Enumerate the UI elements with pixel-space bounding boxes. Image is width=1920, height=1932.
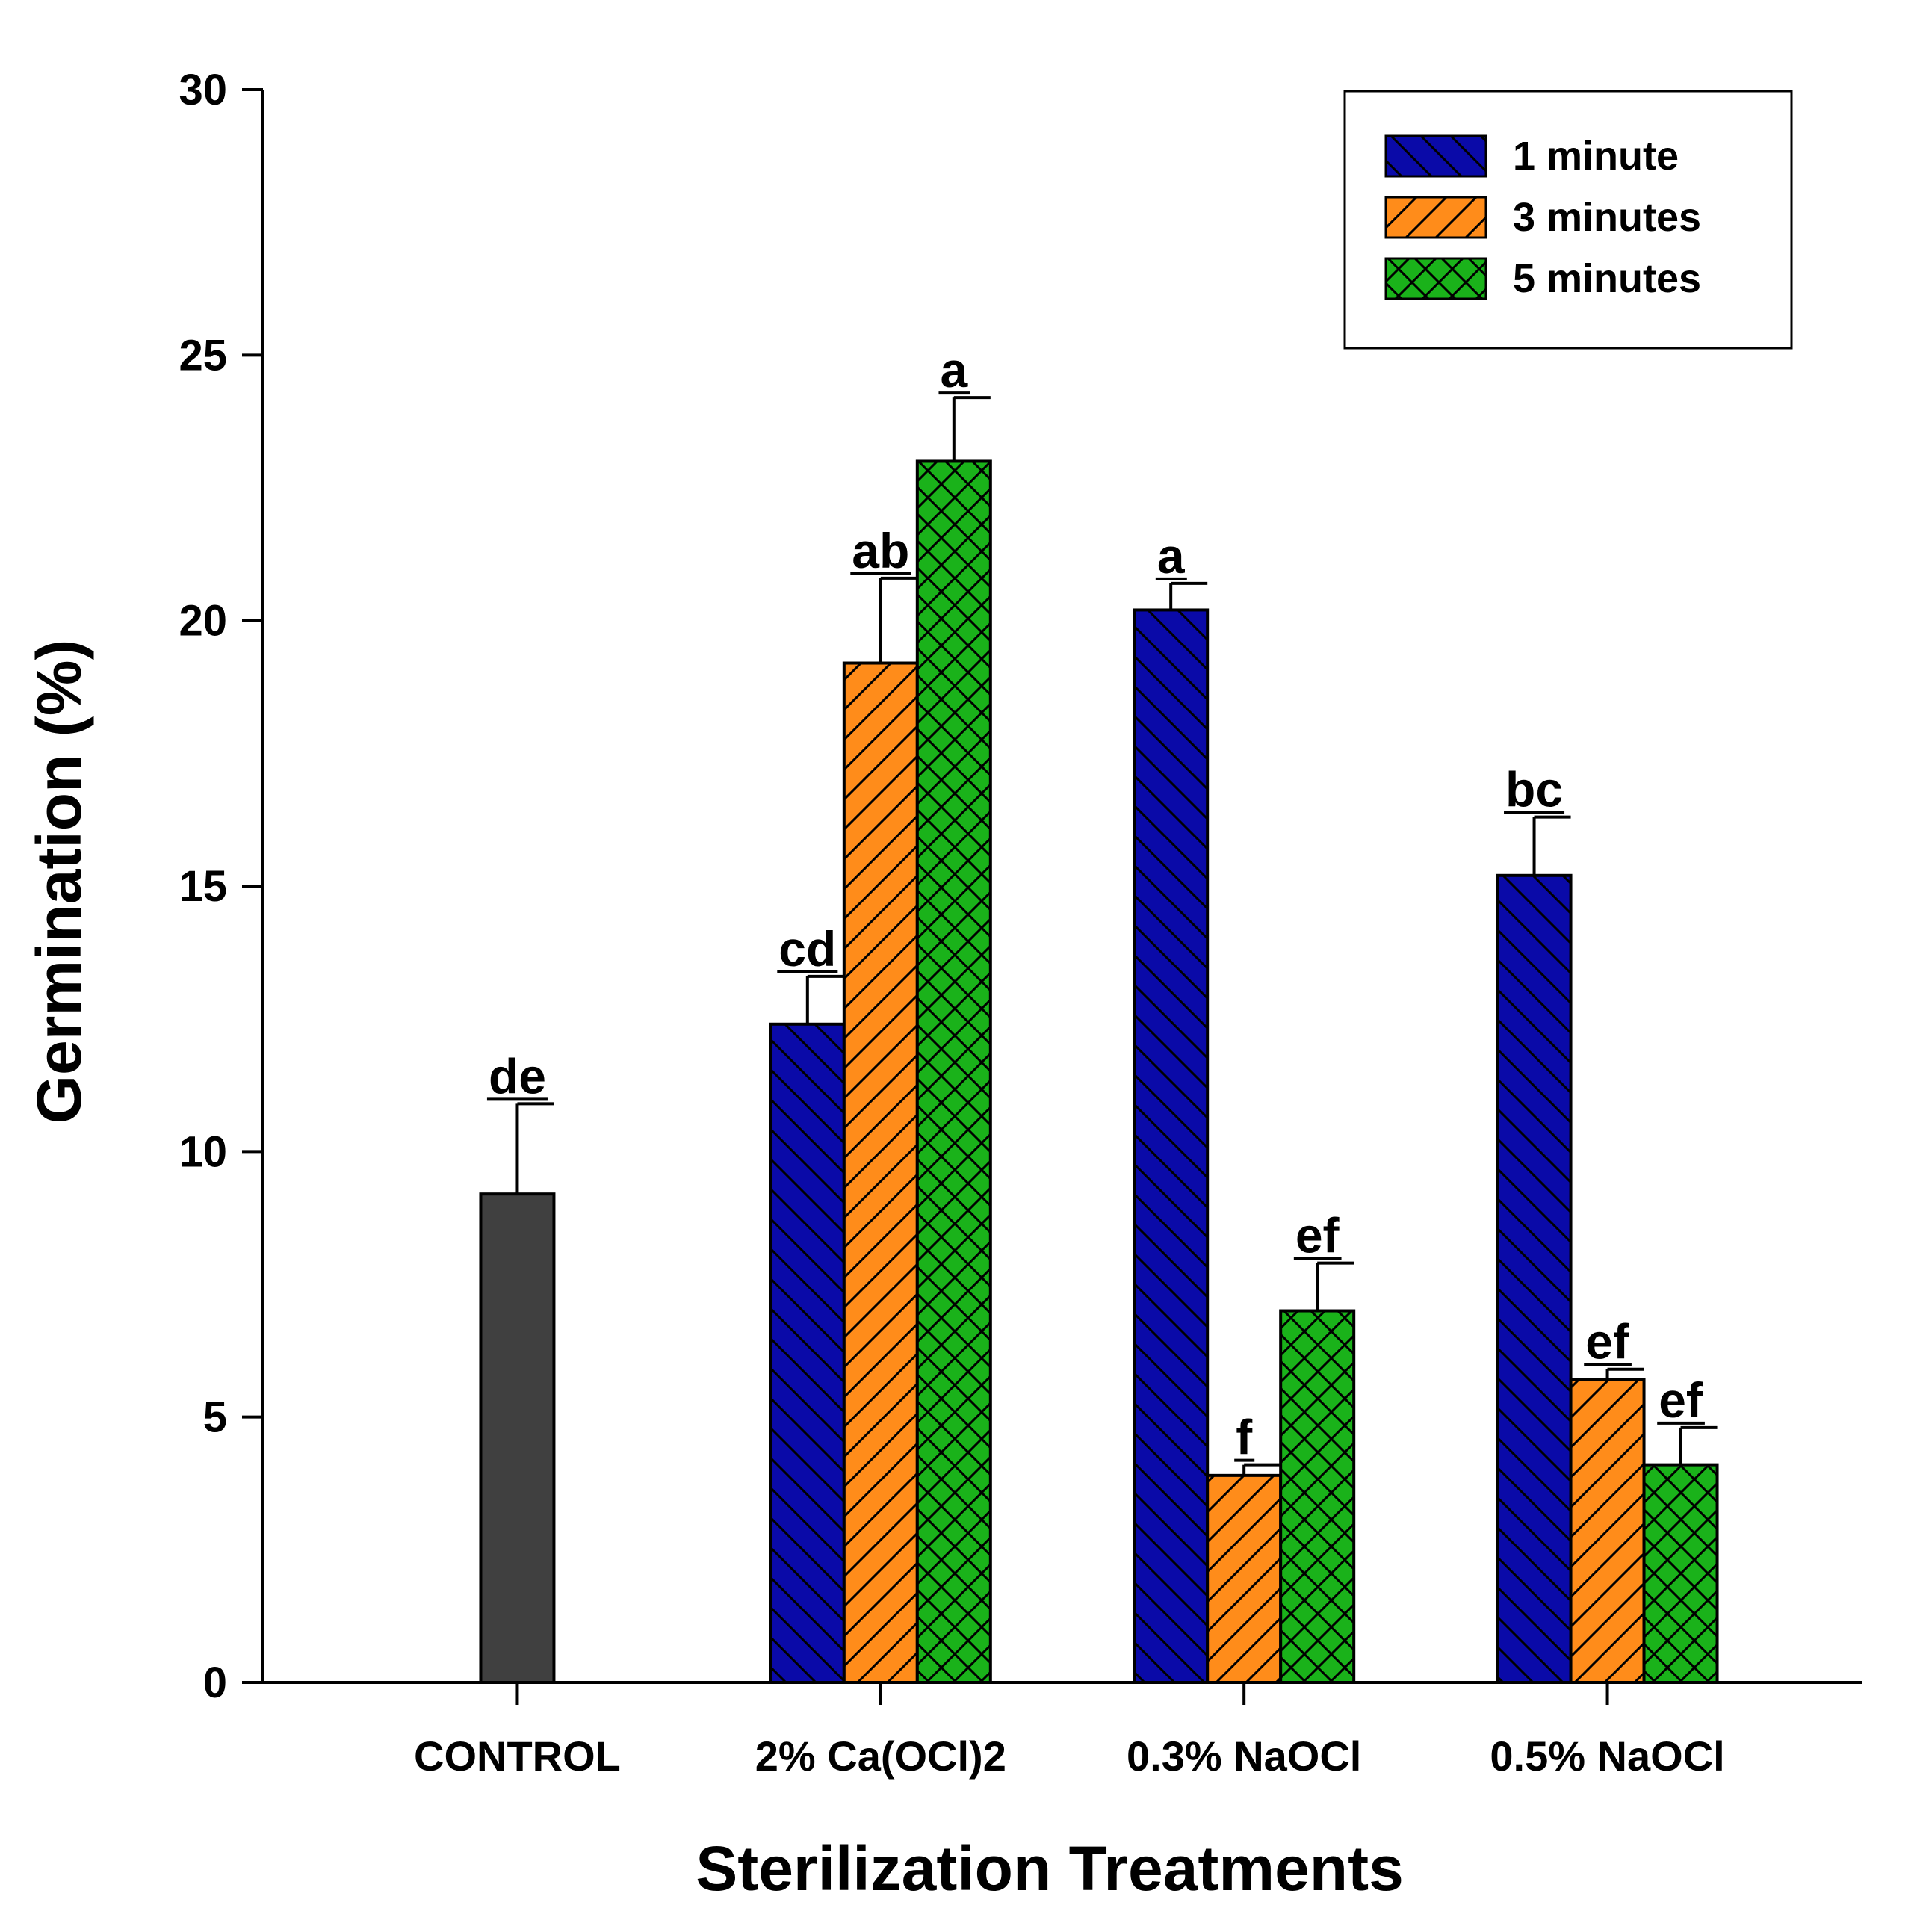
bar bbox=[1206, 1473, 1283, 1684]
y-tick-label: 20 bbox=[179, 597, 227, 645]
significance-label: cd bbox=[778, 921, 836, 976]
significance-label: a bbox=[1157, 528, 1186, 583]
bar bbox=[1569, 1378, 1646, 1685]
y-tick-label: 15 bbox=[179, 862, 227, 911]
bar bbox=[1642, 1463, 1719, 1685]
legend-swatch bbox=[1384, 196, 1487, 239]
bar bbox=[1279, 1309, 1356, 1684]
x-tick-label: CONTROL bbox=[414, 1733, 621, 1780]
bar bbox=[1496, 873, 1573, 1684]
x-tick-label: 0.3% NaOCl bbox=[1127, 1733, 1361, 1780]
bars-layer bbox=[479, 396, 1719, 1685]
significance-label: ef bbox=[1295, 1208, 1340, 1263]
legend: 1 minute 3 minutes 5 minutes bbox=[1343, 90, 1793, 350]
y-tick-label: 0 bbox=[203, 1659, 227, 1707]
significance-label: f bbox=[1236, 1410, 1253, 1465]
bar bbox=[842, 661, 919, 1684]
significance-label: bc bbox=[1505, 762, 1563, 817]
bar bbox=[769, 1022, 846, 1684]
y-tick-label: 5 bbox=[203, 1393, 227, 1442]
legend-label: 3 minutes bbox=[1513, 195, 1701, 240]
significance-label: ef bbox=[1659, 1372, 1703, 1428]
legend-swatch bbox=[1384, 257, 1487, 300]
significance-label: de bbox=[489, 1048, 546, 1103]
legend-label: 1 minute bbox=[1513, 134, 1679, 179]
x-axis-title: Sterilization Treatments bbox=[696, 1833, 1404, 1904]
bar bbox=[1133, 608, 1210, 1684]
legend-label: 5 minutes bbox=[1513, 256, 1701, 301]
x-tick-label: 2% Ca(OCl)2 bbox=[755, 1733, 1006, 1780]
y-axis-title: Germination (%) bbox=[24, 640, 94, 1124]
bar bbox=[915, 459, 992, 1684]
x-tick-label: 0.5% NaOCl bbox=[1490, 1733, 1724, 1780]
significance-label: a bbox=[940, 342, 968, 397]
y-tick-label: 25 bbox=[179, 331, 227, 380]
bar bbox=[479, 1192, 556, 1684]
legend-swatch bbox=[1384, 134, 1487, 178]
labels-layer: 0 5 10 15 20 25 30 CONTROL de 2% Ca(OCl)2 cd ab a 0.3… bbox=[179, 66, 1724, 1780]
significance-label: ef bbox=[1585, 1314, 1630, 1369]
y-tick-label: 30 bbox=[179, 66, 227, 114]
significance-label: ab bbox=[852, 523, 909, 578]
y-tick-label: 10 bbox=[179, 1127, 227, 1176]
